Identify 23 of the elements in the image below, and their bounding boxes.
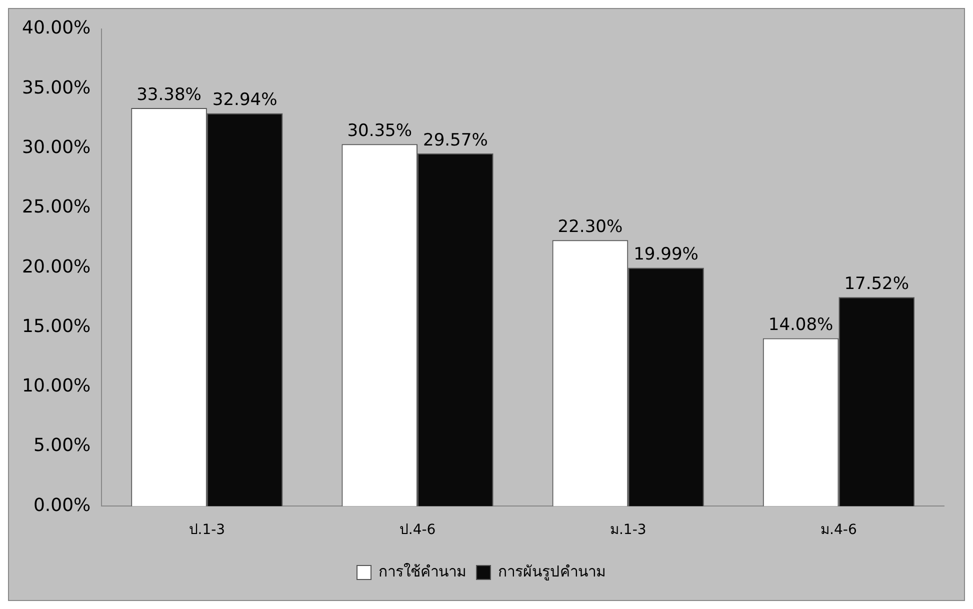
data-label: 32.94% <box>212 90 278 110</box>
y-tick-label: 25.00% <box>22 196 91 218</box>
legend-label: การใช้คำนาม <box>378 562 466 580</box>
x-tick-label: ม.1-3 <box>610 522 646 538</box>
y-tick-label: 20.00% <box>22 256 91 278</box>
y-tick-label: 10.00% <box>22 376 91 397</box>
data-label: 14.08% <box>768 315 834 336</box>
y-tick-label: 40.00% <box>22 18 91 39</box>
legend-label: การผันรูปคำนาม <box>498 562 606 580</box>
data-label: 30.35% <box>347 121 412 142</box>
y-tick-label: 5.00% <box>33 435 91 456</box>
x-tick-label: ป.1-3 <box>188 522 226 538</box>
data-label: 29.57% <box>423 130 488 150</box>
data-label: 22.30% <box>558 217 623 238</box>
x-tick-label: ป.4-6 <box>399 522 436 538</box>
data-label: 19.99% <box>634 244 698 265</box>
y-tick-label: 15.00% <box>22 316 91 337</box>
y-tick-label: 35.00% <box>22 77 91 98</box>
data-label: 33.38% <box>136 84 202 105</box>
x-tick-label: ม.4-6 <box>820 522 857 538</box>
data-label: 17.52% <box>844 274 910 294</box>
y-tick-label: 30.00% <box>22 136 91 158</box>
y-tick-label: 0.00% <box>33 494 91 516</box>
